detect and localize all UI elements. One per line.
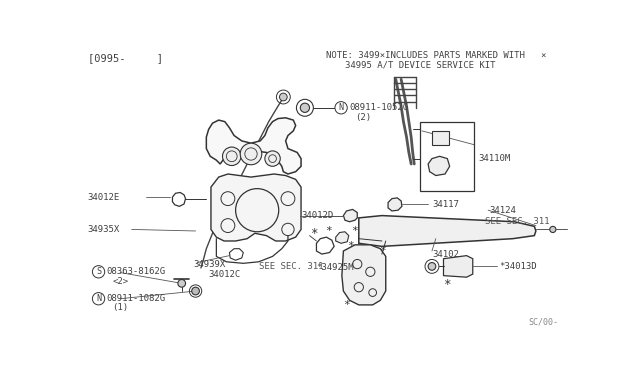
Text: 34012D: 34012D — [301, 211, 333, 220]
Text: SEE SEC. 311: SEE SEC. 311 — [485, 217, 550, 226]
Circle shape — [550, 226, 556, 232]
Text: 08363-8162G: 08363-8162G — [106, 267, 165, 276]
Text: N: N — [339, 103, 344, 112]
Text: *: * — [444, 278, 451, 291]
Text: 34117: 34117 — [432, 199, 459, 209]
Text: *34013D: *34013D — [499, 262, 536, 271]
Text: 08911-1082G: 08911-1082G — [106, 294, 165, 303]
Polygon shape — [444, 256, 473, 277]
Text: (1): (1) — [113, 304, 129, 312]
Circle shape — [178, 279, 186, 287]
Text: S: S — [96, 267, 101, 276]
Polygon shape — [344, 209, 357, 222]
Text: (2): (2) — [355, 112, 371, 122]
Circle shape — [192, 287, 200, 295]
Bar — [420, 122, 474, 191]
Text: *: * — [325, 226, 332, 236]
Text: <2>: <2> — [113, 276, 129, 286]
Text: 34102: 34102 — [432, 250, 459, 259]
Polygon shape — [359, 216, 536, 246]
Text: 34110M: 34110M — [478, 154, 511, 163]
Circle shape — [92, 266, 105, 278]
Text: *: * — [344, 300, 350, 310]
Circle shape — [428, 263, 436, 270]
Text: 34939X: 34939X — [193, 260, 225, 269]
Text: [0995-     ]: [0995- ] — [88, 54, 163, 64]
Circle shape — [300, 103, 310, 112]
Circle shape — [335, 102, 348, 114]
Text: *: * — [380, 246, 387, 256]
Text: 34995 A/T DEVICE SERVICE KIT: 34995 A/T DEVICE SERVICE KIT — [345, 60, 495, 69]
Text: 34935X: 34935X — [88, 225, 120, 234]
Text: *: * — [348, 241, 354, 251]
Polygon shape — [206, 118, 301, 174]
Polygon shape — [342, 245, 386, 305]
Circle shape — [265, 151, 280, 166]
Polygon shape — [388, 198, 402, 211]
Text: 34012C: 34012C — [209, 270, 241, 279]
Circle shape — [92, 293, 105, 305]
Polygon shape — [336, 232, 349, 243]
Text: SC/00-: SC/00- — [528, 317, 558, 326]
Text: 34124: 34124 — [490, 206, 516, 215]
Text: NOTE: 3499×INCLUDES PARTS MARKED WITH   ×: NOTE: 3499×INCLUDES PARTS MARKED WITH × — [326, 51, 547, 60]
Text: *: * — [351, 226, 358, 236]
Text: *: * — [310, 227, 317, 240]
Polygon shape — [211, 174, 301, 241]
Text: 08911-1052G: 08911-1052G — [349, 103, 409, 112]
Text: N: N — [96, 294, 101, 303]
Text: *34925M: *34925M — [316, 263, 354, 272]
Text: SEE SEC. 311: SEE SEC. 311 — [259, 262, 323, 271]
Text: 34012E: 34012E — [88, 193, 120, 202]
Bar — [432, 131, 449, 145]
Polygon shape — [428, 156, 450, 176]
Circle shape — [223, 147, 241, 166]
Circle shape — [240, 143, 262, 165]
Circle shape — [280, 93, 287, 101]
